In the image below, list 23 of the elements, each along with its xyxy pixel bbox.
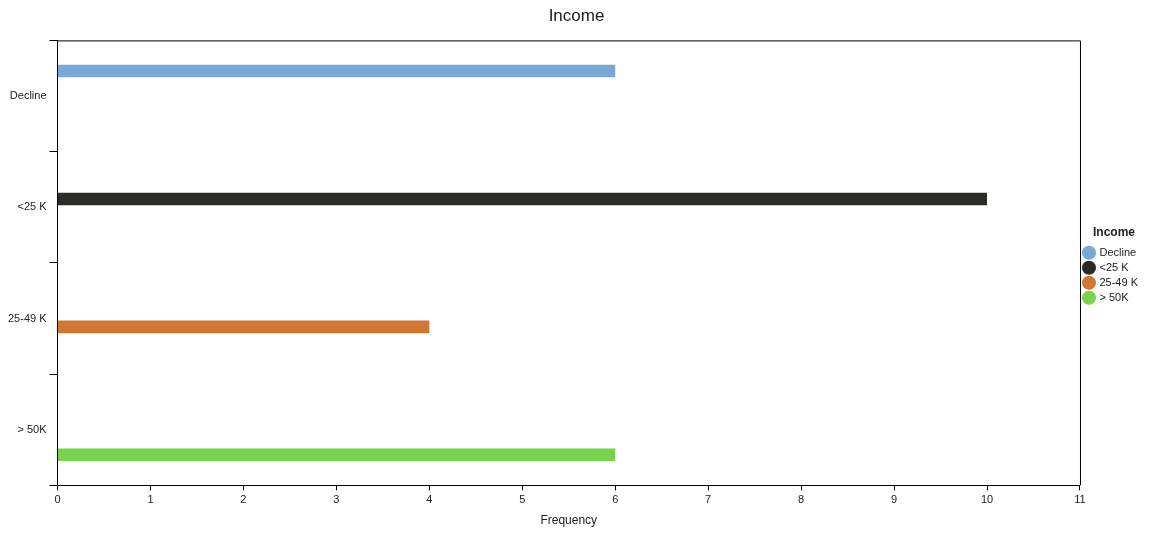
y-tick-label: > 50K	[17, 422, 48, 435]
legend-label: Decline	[1099, 245, 1137, 258]
legend-title: Income	[1092, 225, 1136, 240]
x-tick-label: 5	[519, 493, 526, 506]
x-tick-label: 6	[612, 493, 619, 506]
x-tick-label: 1	[147, 493, 154, 506]
legend-label: > 50K	[1099, 290, 1130, 303]
x-tick-label: 8	[798, 493, 805, 506]
y-tick-label: Decline	[9, 89, 47, 102]
x-tick-label: 2	[240, 493, 247, 506]
chart-title: Income	[548, 5, 605, 25]
y-tick-label: <25 K	[17, 200, 48, 213]
x-tick-label: 7	[705, 493, 712, 506]
x-tick-label: 9	[891, 493, 898, 506]
x-tick-label: 10	[980, 493, 994, 506]
x-axis-title: Frequency	[540, 513, 598, 528]
x-tick-label: 3	[333, 493, 340, 506]
y-tick-label: 25-49 K	[8, 311, 48, 324]
legend-label: 25-49 K	[1099, 275, 1139, 288]
x-tick-label: 0	[54, 493, 61, 506]
x-tick-label: 4	[426, 493, 433, 506]
legend-label: <25 K	[1099, 260, 1130, 273]
x-tick-label: 11	[1074, 493, 1086, 506]
